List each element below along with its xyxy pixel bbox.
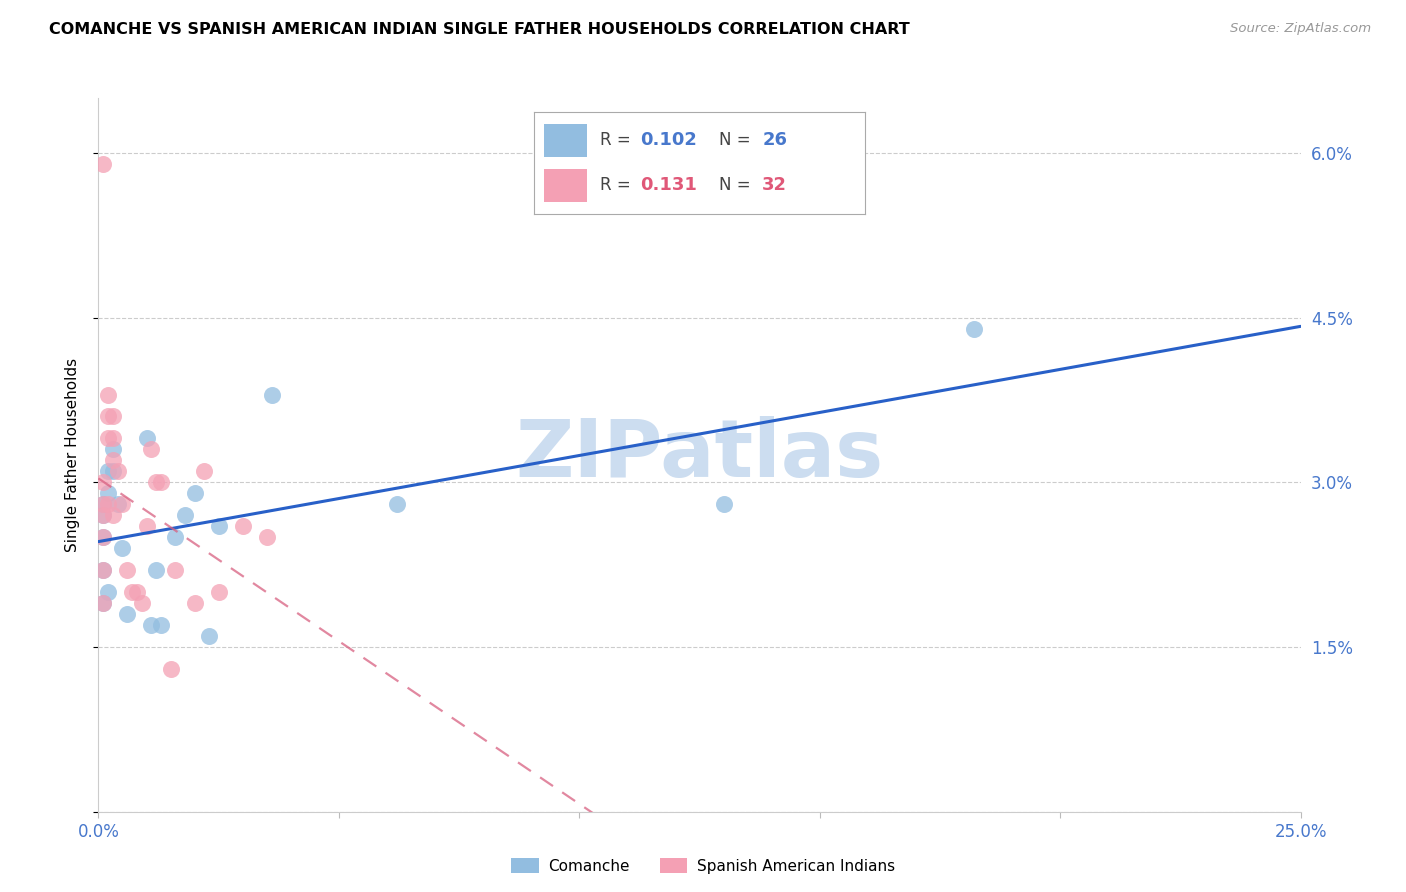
Text: ZIPatlas: ZIPatlas xyxy=(516,416,883,494)
Point xyxy=(141,618,163,632)
Point xyxy=(97,497,120,511)
Point xyxy=(97,409,120,424)
Point xyxy=(91,530,114,544)
Point xyxy=(101,442,124,457)
Point xyxy=(101,453,124,467)
Text: N =: N = xyxy=(720,131,756,149)
Point xyxy=(101,464,124,478)
Point xyxy=(125,585,148,599)
Point xyxy=(91,596,114,610)
Point xyxy=(97,432,120,446)
Point xyxy=(198,629,221,643)
Bar xyxy=(544,124,588,157)
Point xyxy=(232,519,254,533)
Text: R =: R = xyxy=(600,131,637,149)
Point xyxy=(91,596,114,610)
Point xyxy=(97,464,120,478)
Point xyxy=(101,409,124,424)
Text: Source: ZipAtlas.com: Source: ZipAtlas.com xyxy=(1230,22,1371,36)
Point xyxy=(101,508,124,523)
Point xyxy=(91,508,114,523)
Point xyxy=(91,475,114,490)
Point xyxy=(208,519,231,533)
Point xyxy=(101,432,124,446)
Point xyxy=(174,508,197,523)
Point xyxy=(962,321,984,335)
Point xyxy=(183,486,205,500)
Point xyxy=(256,530,278,544)
Point xyxy=(145,475,167,490)
Point xyxy=(135,519,157,533)
Text: 0.131: 0.131 xyxy=(640,177,697,194)
Point xyxy=(165,563,187,577)
Point xyxy=(91,563,114,577)
Point xyxy=(117,607,139,621)
Point xyxy=(121,585,143,599)
Point xyxy=(91,530,114,544)
Point xyxy=(260,387,283,401)
Point xyxy=(713,497,735,511)
Text: R =: R = xyxy=(600,177,637,194)
Point xyxy=(111,541,134,556)
Text: N =: N = xyxy=(720,177,756,194)
Point xyxy=(91,497,114,511)
Text: COMANCHE VS SPANISH AMERICAN INDIAN SINGLE FATHER HOUSEHOLDS CORRELATION CHART: COMANCHE VS SPANISH AMERICAN INDIAN SING… xyxy=(49,22,910,37)
Text: 0.102: 0.102 xyxy=(640,131,697,149)
Point xyxy=(117,563,139,577)
Text: 32: 32 xyxy=(762,177,787,194)
Legend: Comanche, Spanish American Indians: Comanche, Spanish American Indians xyxy=(505,852,901,880)
Point xyxy=(193,464,215,478)
Bar xyxy=(544,169,588,202)
Point xyxy=(183,596,205,610)
Point xyxy=(91,563,114,577)
Point xyxy=(385,497,408,511)
Point xyxy=(97,585,120,599)
Point xyxy=(107,464,129,478)
Point xyxy=(135,432,157,446)
Text: 26: 26 xyxy=(762,131,787,149)
Point xyxy=(131,596,153,610)
Point xyxy=(165,530,187,544)
Point xyxy=(149,618,172,632)
Y-axis label: Single Father Households: Single Father Households xyxy=(65,358,80,552)
Point xyxy=(91,508,114,523)
Point xyxy=(97,387,120,401)
Point xyxy=(159,662,181,676)
Point xyxy=(145,563,167,577)
Point xyxy=(91,157,114,171)
Point xyxy=(97,486,120,500)
Point xyxy=(111,497,134,511)
Point xyxy=(91,497,114,511)
Point xyxy=(141,442,163,457)
Point xyxy=(149,475,172,490)
Point xyxy=(107,497,129,511)
Point xyxy=(208,585,231,599)
